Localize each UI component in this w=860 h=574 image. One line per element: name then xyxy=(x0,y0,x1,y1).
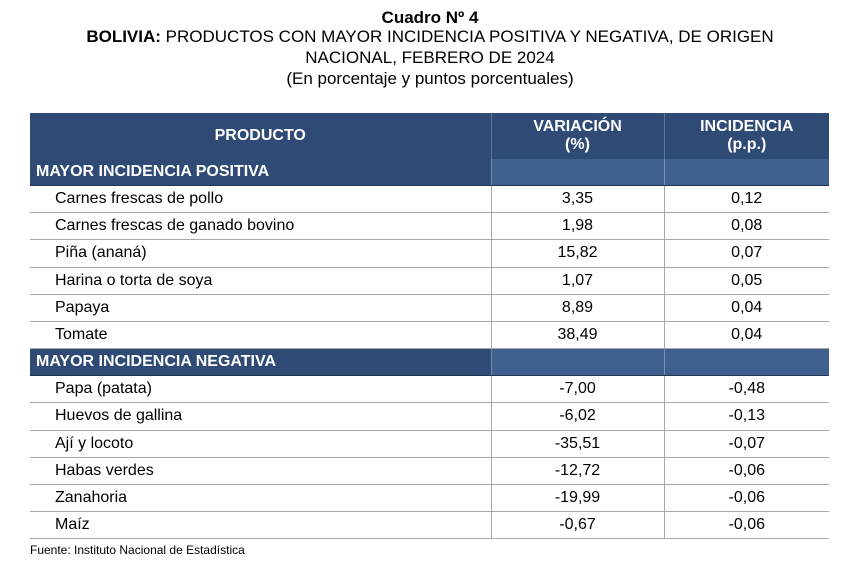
variation-cell: 1,07 xyxy=(490,267,664,295)
column-header-variation: VARIACIÓN (%) xyxy=(491,113,665,159)
variation-header-label: VARIACIÓN xyxy=(533,118,622,135)
variation-cell: 15,82 xyxy=(490,239,664,268)
product-cell: Habas verdes xyxy=(30,457,491,485)
source-note: Fuente: Instituto Nacional de Estadístic… xyxy=(30,543,245,557)
title-text: PRODUCTOS CON MAYOR INCIDENCIA POSITIVA … xyxy=(160,27,774,46)
variation-cell: -35,51 xyxy=(490,430,664,458)
table-row: Zanahoria -19,99 -0,06 xyxy=(30,484,829,513)
table-row: Habas verdes -12,72 -0,06 xyxy=(30,457,829,485)
table-row: Tomate 38,49 0,04 xyxy=(30,321,829,350)
variation-cell: 38,49 xyxy=(490,321,664,350)
table-body: MAYOR INCIDENCIA POSITIVA Carnes frescas … xyxy=(30,159,829,540)
table-row: Carnes frescas de ganado bovino 1,98 0,08 xyxy=(30,212,829,241)
incidence-cell: -0,48 xyxy=(663,375,829,404)
incidence-cell: -0,13 xyxy=(663,402,829,431)
variation-cell: -7,00 xyxy=(490,375,664,404)
product-cell: Harina o torta de soya xyxy=(30,267,491,295)
section-cell-empty xyxy=(663,348,829,377)
table-row: Ají y locoto -35,51 -0,07 xyxy=(30,430,829,458)
section-cell-empty xyxy=(663,159,829,186)
variation-cell: 1,98 xyxy=(490,212,664,241)
incidence-cell: -0,06 xyxy=(663,511,829,540)
table-row: Maíz -0,67 -0,06 xyxy=(30,511,829,540)
incidence-cell: -0,07 xyxy=(663,430,829,458)
incidence-cell: -0,06 xyxy=(663,484,829,513)
incidence-header-unit: (p.p.) xyxy=(727,136,767,153)
product-cell: Papaya xyxy=(30,294,491,322)
variation-cell: -12,72 xyxy=(490,457,664,485)
table-row: Huevos de gallina -6,02 -0,13 xyxy=(30,402,829,431)
incidence-cell: 0,07 xyxy=(663,239,829,268)
variation-header-unit: (%) xyxy=(565,136,590,153)
incidence-cell: 0,08 xyxy=(663,212,829,241)
variation-cell: -6,02 xyxy=(490,402,664,431)
table-row: Piña (ananá) 15,82 0,07 xyxy=(30,239,829,268)
table-row: Harina o torta de soya 1,07 0,05 xyxy=(30,267,829,295)
table-title-line-1: BOLIVIA: PRODUCTOS CON MAYOR INCIDENCIA … xyxy=(0,27,860,47)
product-cell: Huevos de gallina xyxy=(30,402,491,431)
variation-cell: 3,35 xyxy=(490,185,664,214)
section-title: MAYOR INCIDENCIA NEGATIVA xyxy=(30,348,491,377)
section-title: MAYOR INCIDENCIA POSITIVA xyxy=(30,159,491,186)
variation-cell: -0,67 xyxy=(490,511,664,540)
section-header-row: MAYOR INCIDENCIA POSITIVA xyxy=(30,159,829,186)
table-row: Papa (patata) -7,00 -0,48 xyxy=(30,375,829,404)
product-cell: Maíz xyxy=(30,511,491,540)
product-cell: Carnes frescas de pollo xyxy=(30,185,491,214)
product-cell: Piña (ananá) xyxy=(30,239,491,268)
column-header-incidence: INCIDENCIA (p.p.) xyxy=(664,113,829,159)
incidence-cell: 0,05 xyxy=(663,267,829,295)
incidence-cell: 0,12 xyxy=(663,185,829,214)
incidence-cell: -0,06 xyxy=(663,457,829,485)
table-row: Carnes frescas de pollo 3,35 0,12 xyxy=(30,185,829,214)
table-title-line-2: NACIONAL, FEBRERO DE 2024 xyxy=(305,48,555,67)
product-cell: Tomate xyxy=(30,321,491,350)
variation-cell: -19,99 xyxy=(490,484,664,513)
section-cell-empty xyxy=(490,348,664,377)
product-cell: Papa (patata) xyxy=(30,375,491,404)
product-cell: Carnes frescas de ganado bovino xyxy=(30,212,491,241)
header-row: PRODUCTO VARIACIÓN (%) INCIDENCIA (p.p.) xyxy=(30,113,829,159)
incidence-header-label: INCIDENCIA xyxy=(700,118,794,135)
table-row: Papaya 8,89 0,04 xyxy=(30,294,829,322)
incidence-table: PRODUCTO VARIACIÓN (%) INCIDENCIA (p.p.)… xyxy=(30,113,829,540)
column-header-product: PRODUCTO xyxy=(30,113,492,159)
product-cell: Ají y locoto xyxy=(30,430,491,458)
title-country: BOLIVIA: xyxy=(86,27,161,46)
variation-cell: 8,89 xyxy=(490,294,664,322)
table-subtitle: (En porcentaje y puntos porcentuales) xyxy=(286,69,574,88)
table-number: Cuadro Nº 4 xyxy=(381,8,479,27)
section-header-row: MAYOR INCIDENCIA NEGATIVA xyxy=(30,348,829,377)
incidence-cell: 0,04 xyxy=(663,321,829,350)
section-cell-empty xyxy=(490,159,664,186)
product-cell: Zanahoria xyxy=(30,484,491,513)
incidence-cell: 0,04 xyxy=(663,294,829,322)
